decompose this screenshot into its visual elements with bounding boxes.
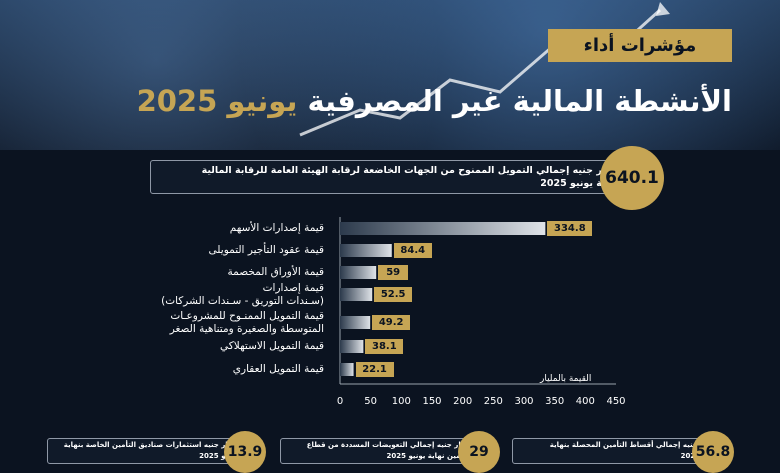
bar-category-label-line: قيمة إصدارات الأسهم [229, 222, 324, 234]
page-title: الأنشطة المالية غير المصرفية يونيو 2025 [137, 84, 732, 118]
stat-card-1: مليار جنيه إجمالي أقساط التأمين المحصلة … [512, 438, 726, 464]
bar-category-label-line: قيمة التمويل الاستهلاكي [220, 340, 324, 352]
x-tick-label: 250 [483, 396, 503, 407]
bar-category-label-2: قيمة عقود التأجير التمويلى [209, 244, 324, 257]
bar-value-label-1: 334.8 [547, 221, 593, 236]
x-tick-label: 100 [391, 396, 411, 407]
x-tick-label: 0 [336, 396, 344, 407]
x-tick-label: 300 [514, 396, 534, 407]
performance-indicators-tag: مؤشرات أداء [548, 29, 732, 62]
total-financing-value: 640.1 [600, 146, 664, 210]
bar-7 [340, 363, 354, 376]
bar-value-label-6: 38.1 [365, 339, 404, 354]
bar-category-label-line: قيمة التمويل العقاري [232, 363, 324, 375]
x-tick-label: 350 [545, 396, 565, 407]
stat-text-line1: مليار جنيه إجمالي أقساط التأمين المحصلة … [549, 441, 717, 449]
bar-value-label-2: 84.4 [393, 243, 432, 258]
x-tick-label: 200 [453, 396, 473, 407]
bar-3 [340, 266, 377, 279]
bar-category-label-line: (سـندات التوريق - سـندات الشركات) [161, 294, 324, 307]
summary-text-line2: نهاية يونيو 2025 [540, 178, 619, 189]
stat-value-3: 13.9 [224, 431, 266, 473]
summary-text-line1: مليار جنيه إجمالي التمويل الممنوح من الج… [201, 165, 619, 176]
bar-category-label-line: قيمة إصدارات [262, 281, 324, 294]
stat-text-line1: مليار جنيه إجمالي التعويضات المسددة من ق… [306, 441, 471, 449]
page-title-year: يونيو 2025 [136, 84, 298, 118]
bar-6 [340, 340, 364, 353]
stat-text-line2: يونيو 2025 [199, 452, 238, 460]
page-title-text: الأنشطة المالية غير المصرفية [307, 84, 732, 118]
stat-value-1: 56.8 [692, 431, 734, 473]
bar-category-label-3: قيمة الأوراق المخصمة [228, 266, 324, 279]
bar-category-label-7: قيمة التمويل العقاري [233, 363, 324, 376]
bar-4 [340, 288, 373, 301]
stat-text-line1: مليار جنيه استثمارات صناديق التأمين الخا… [63, 441, 238, 449]
bar-category-label-1: قيمة إصدارات الأسهم [230, 222, 324, 235]
bar-category-label-6: قيمة التمويل الاستهلاكي [220, 340, 324, 353]
x-tick-label: 50 [364, 396, 378, 407]
bar-category-label-line: قيمة عقود التأجير التمويلى [208, 244, 324, 256]
stat-value-2: 29 [458, 431, 500, 473]
bar-2 [340, 244, 392, 257]
bar-category-label-line: قيمة التمويل الممنـوح للمشروعـات [170, 309, 324, 322]
x-tick-label: 150 [422, 396, 442, 407]
bar-value-label-7: 22.1 [355, 362, 394, 377]
bar-5 [340, 316, 371, 329]
x-axis-label: القيمة بالمليار [540, 374, 592, 384]
bar-value-label-5: 49.2 [372, 315, 411, 330]
bar-value-label-4: 52.5 [374, 287, 413, 302]
stat-text-line2: التأمين نهاية يونيو 2025 [386, 452, 471, 460]
stat-card-2: مليار جنيه إجمالي التعويضات المسددة من ق… [280, 438, 480, 464]
x-tick-label: 450 [606, 396, 626, 407]
bar-category-label-line: قيمة الأوراق المخصمة [227, 266, 324, 278]
bar-category-label-line: المتوسطة والصغيرة ومتناهية الصغر [169, 322, 324, 335]
x-tick-label: 400 [575, 396, 595, 407]
hero-banner [0, 0, 780, 150]
bar-category-label-4: قيمة إصدارات (سـندات التوريق - سـندات الش… [161, 282, 324, 308]
total-financing-summary: مليار جنيه إجمالي التمويل الممنوح من الج… [150, 160, 630, 194]
bar-1 [340, 222, 546, 235]
bar-value-label-3: 59 [378, 265, 409, 280]
stat-card-3: مليار جنيه استثمارات صناديق التأمين الخا… [47, 438, 247, 464]
bar-category-label-5: قيمة التمويل الممنـوح للمشروعـات المتوسطة… [170, 310, 324, 336]
